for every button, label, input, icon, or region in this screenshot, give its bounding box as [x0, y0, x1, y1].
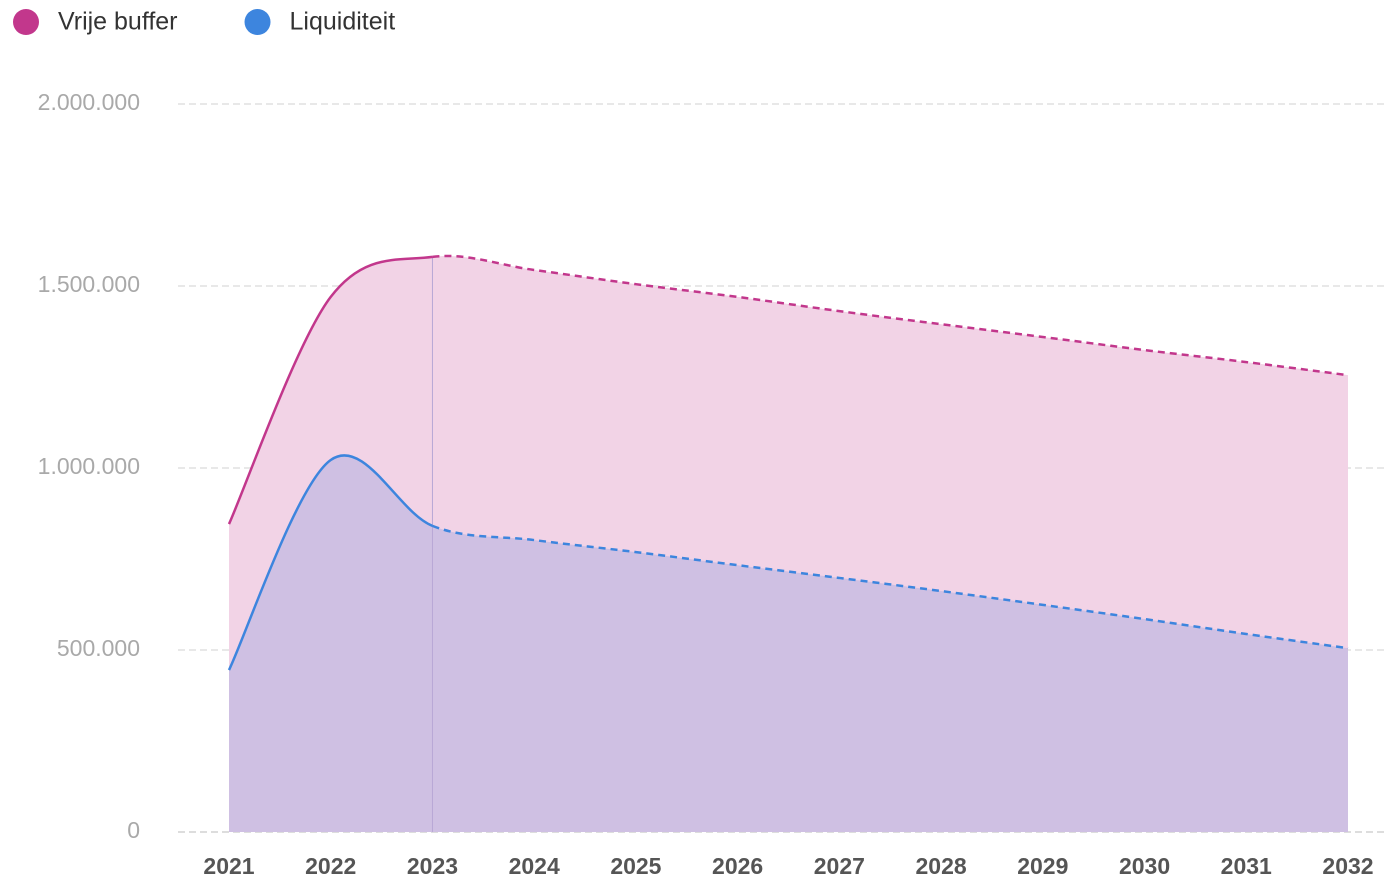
y-tick-label: 0: [127, 817, 140, 843]
x-tick-label: 2028: [916, 853, 967, 879]
x-tick-label: 2024: [509, 853, 560, 879]
y-tick-label: 2.000.000: [38, 89, 140, 115]
line: [227, 255, 433, 525]
x-tick-label: 2022: [305, 853, 356, 879]
x-tick-label: 2025: [610, 853, 661, 879]
x-tick-label: 2029: [1017, 853, 1068, 879]
legend-marker: [13, 9, 39, 35]
line-dashed: [432, 254, 1349, 377]
x-tick-label: 2021: [203, 853, 254, 879]
x-tick-label: 2027: [814, 853, 865, 879]
y-tick-label: 1.500.000: [38, 271, 140, 297]
x-tick-label: 2023: [407, 853, 458, 879]
y-tick-label: 1.000.000: [38, 453, 140, 479]
x-tick-label: 2026: [712, 853, 763, 879]
x-tick-label: 2032: [1322, 853, 1373, 879]
legend-label: Liquiditeit: [290, 8, 396, 36]
line: [227, 454, 433, 671]
x-tick-label: 2030: [1119, 853, 1170, 879]
area: [229, 255, 1348, 832]
y-tick-label: 500.000: [57, 635, 140, 661]
legend-marker: [244, 9, 271, 35]
x-tick-label: 2031: [1221, 853, 1272, 879]
legend-label: Vrije buffer: [58, 8, 178, 36]
area: [229, 455, 1348, 832]
line-dashed: [431, 524, 1349, 650]
